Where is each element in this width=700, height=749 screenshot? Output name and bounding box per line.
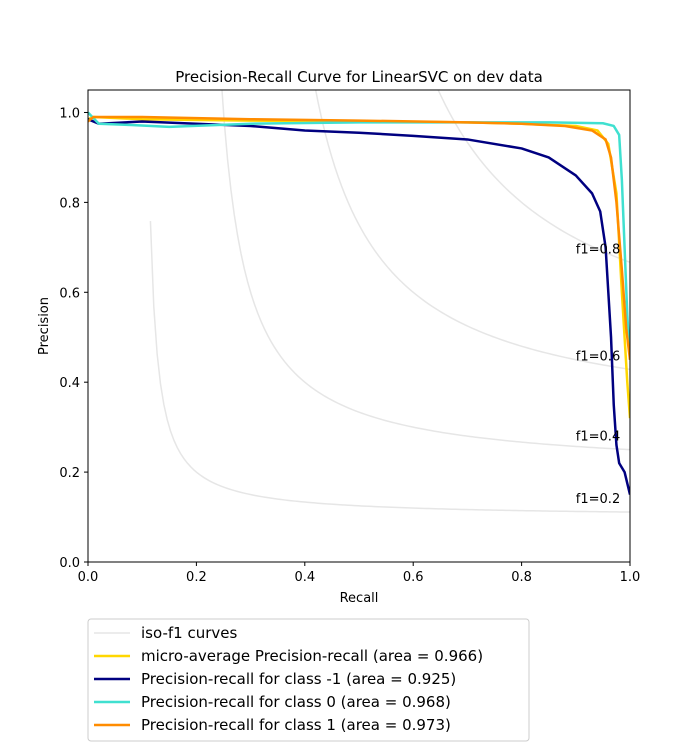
x-tick-label: 0.0 [78, 570, 99, 585]
legend-box [87, 618, 530, 742]
iso-f1-label: f1=0.4 [576, 430, 620, 445]
y-tick-label: 0.8 [59, 196, 80, 211]
series-lines [88, 111, 630, 495]
y-tick-label: 0.6 [59, 286, 80, 301]
series-line-3 [88, 115, 630, 360]
iso-f1-curve [149, 221, 630, 513]
x-axis-ticks: 0.0 0.2 0.4 0.6 0.8 1.0 [78, 562, 641, 585]
legend: iso-f1 curves micro-average Precision-rec… [87, 618, 530, 742]
series-line-1 [88, 118, 630, 495]
series-line-2 [88, 111, 630, 360]
iso-f1-curve [314, 90, 630, 371]
y-tick-label: 1.0 [59, 106, 80, 121]
x-tick-label: 0.2 [186, 570, 207, 585]
legend-label: Precision-recall for class -1 (area = 0.… [141, 670, 456, 688]
legend-label: micro-average Precision-recall (area = 0… [141, 647, 483, 665]
iso-f1-label: f1=0.8 [576, 242, 620, 257]
x-tick-label: 0.6 [403, 570, 424, 585]
y-tick-label: 0.4 [59, 376, 80, 391]
x-axis-label: Recall [340, 591, 379, 606]
iso-f1-label: f1=0.6 [576, 349, 620, 364]
iso-f1-label: f1=0.2 [576, 492, 620, 507]
legend-label: Precision-recall for class 1 (area = 0.9… [141, 716, 451, 734]
x-tick-label: 1.0 [620, 570, 641, 585]
y-axis-ticks: 0.0 0.2 0.4 0.6 0.8 1.0 [59, 106, 88, 571]
plot-frame [87, 89, 631, 563]
x-tick-label: 0.8 [511, 570, 532, 585]
series-line-0 [88, 115, 630, 419]
y-tick-label: 0.2 [59, 466, 80, 481]
x-tick-label: 0.4 [294, 570, 315, 585]
legend-label: iso-f1 curves [141, 624, 237, 642]
iso-f1-labels: f1=0.2 f1=0.4 f1=0.6 f1=0.8 [576, 242, 620, 507]
legend-label: Precision-recall for class 0 (area = 0.9… [141, 693, 451, 711]
y-axis-label: Precision [37, 297, 52, 355]
iso-f1-curve [221, 90, 630, 451]
iso-f1-curves [149, 90, 630, 513]
chart-title: Precision-Recall Curve for LinearSVC on … [175, 68, 543, 86]
y-tick-label: 0.0 [59, 556, 80, 571]
iso-f1-curve [437, 90, 630, 264]
